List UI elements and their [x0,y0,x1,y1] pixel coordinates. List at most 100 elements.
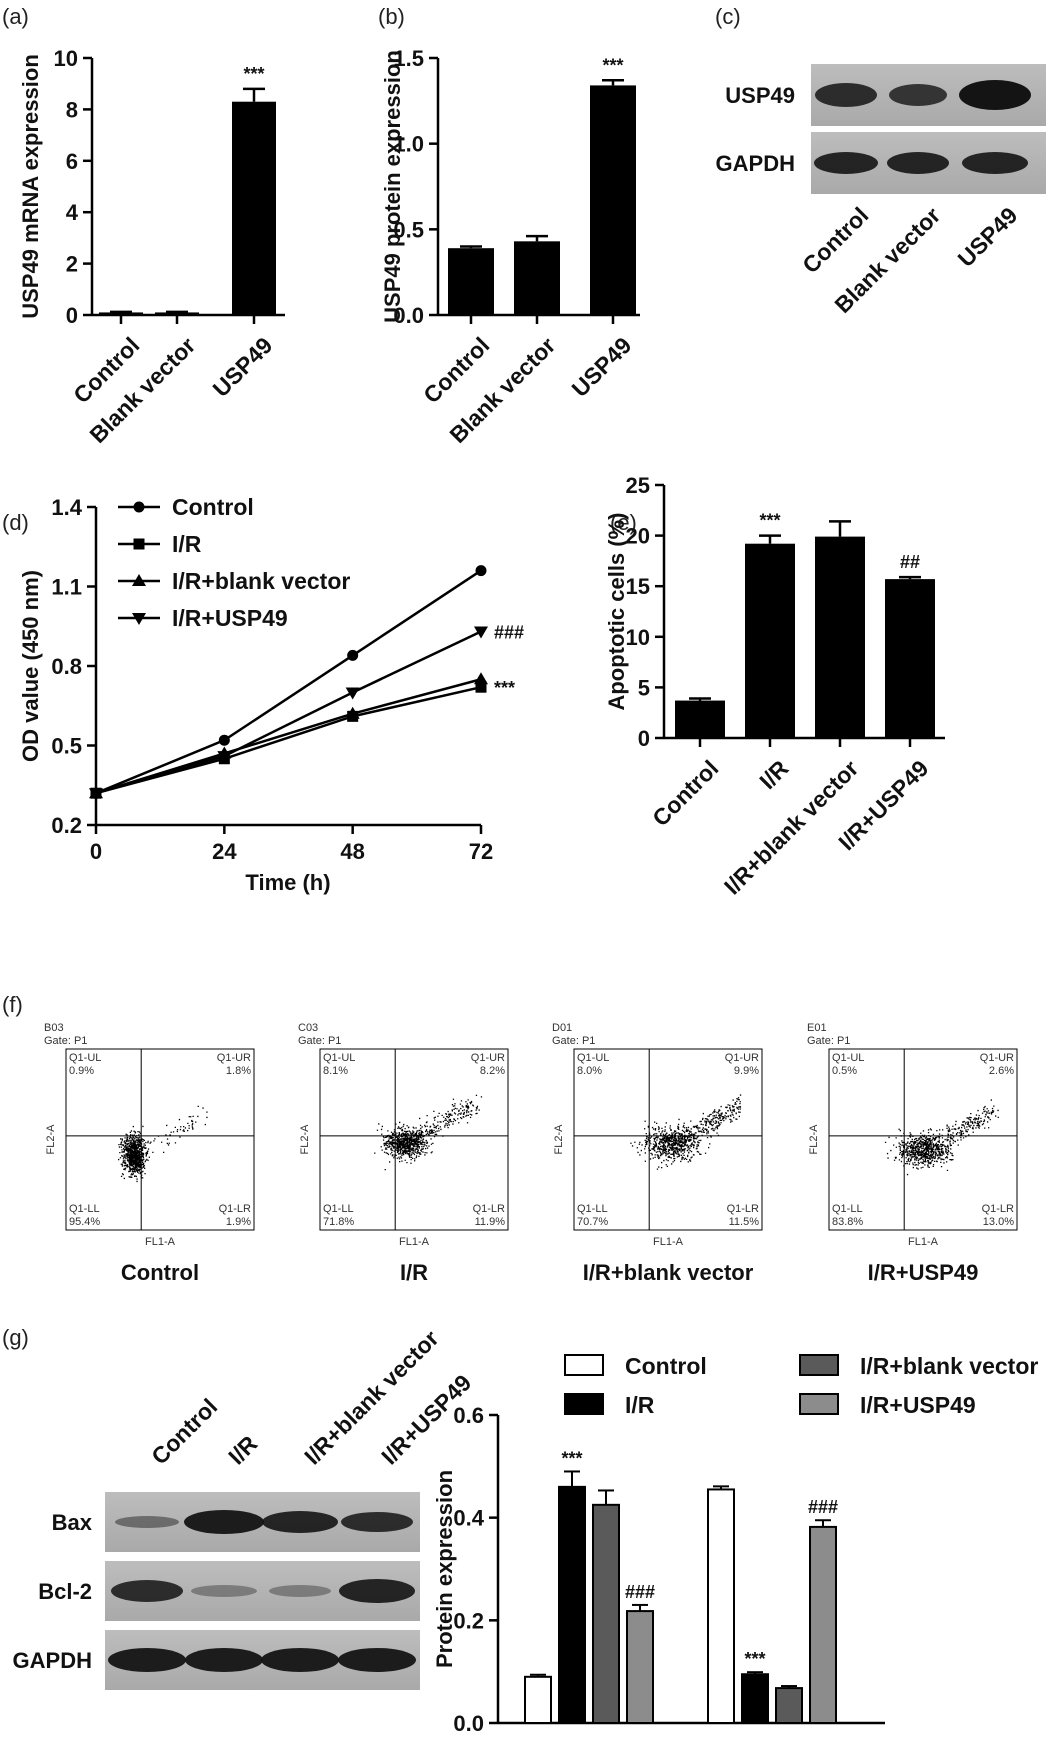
chart-e-y-tick-label: 5 [638,675,650,700]
chart-d-legend-marker [132,613,146,625]
chart-g-y-axis-title: Protein expression [432,1470,457,1668]
chart-d-data-point [345,687,360,700]
chart-d-y-tick-label: 1.1 [51,575,82,600]
flow-scatter-dots [374,1094,483,1171]
flow-gate-label: Gate: P1 [552,1035,595,1047]
panel-label-g: (g) [2,1325,29,1350]
blot-g-band [185,1648,263,1672]
blot-g-band [111,1580,183,1602]
chart-b-category-label: USP49 [566,332,636,402]
chart-g-y-tick-label: 0.0 [453,1711,484,1733]
chart-d-x-tick-label: 0 [90,839,102,864]
flow-gate-label: Gate: P1 [807,1035,850,1047]
flow-gate-label: Gate: P1 [298,1035,341,1047]
chart-e-y-tick-label: 25 [626,473,650,498]
chart-b-y-tick-label: 0.5 [393,217,424,242]
blot-c-lane-label: USP49 [952,202,1022,272]
chart-g-y-tick-label: 0.6 [453,1403,484,1428]
chart-e-y-tick-label: 20 [626,524,650,549]
chart-e-bar [885,579,935,738]
chart-e-significance-label: *** [759,511,780,531]
blot-g-band [261,1648,339,1672]
blot-c-row-label: USP49 [725,83,795,108]
chart-d-legend-marker [133,501,145,513]
chart-b-bar [514,241,560,315]
chart-d-x-axis-title: Time (h) [245,870,330,895]
chart-d-y-axis-title: OD value (450 nm) [18,570,43,762]
blot-g-band [108,1648,186,1672]
blot-g-lane-label: I/R [223,1430,262,1469]
chart-g-bar [592,1503,620,1725]
flow-quadrant-ll-value: 70.7% [577,1216,608,1228]
flow-quadrant-ll-value: 71.8% [323,1216,354,1228]
chart-d-data-point [474,626,488,639]
chart-a-bar [155,312,199,315]
chart-g-y-tick-label: 0.2 [453,1608,484,1633]
chart-g-legend-swatch [564,1354,604,1376]
panel-label-f: (f) [2,992,23,1017]
chart-d-y-tick-label: 0.2 [51,813,82,838]
flow-sample-id: B03 [44,1022,64,1034]
chart-g-legend-swatch [564,1393,604,1415]
chart-a-y-tick-label: 10 [54,46,78,71]
flow-quadrant-ur-value: 1.8% [226,1065,251,1077]
panel-label-d: (d) [2,510,29,535]
flow-scatter-dots [884,1099,999,1176]
chart-d-y-tick-label: 0.8 [51,654,82,679]
chart-d-data-point [475,681,487,693]
chart-a-y-tick-label: 2 [66,252,78,277]
flow-sample-id: E01 [807,1022,827,1034]
chart-g-y-tick-label: 0.4 [453,1506,484,1531]
flow-x-axis-label: FL1-A [908,1236,939,1248]
blot-g-band [191,1585,257,1597]
flow-quadrant-ur-name: Q1-UR [980,1052,1014,1064]
flow-x-axis-label: FL1-A [145,1236,176,1248]
flow-quadrant-ll-value: 95.4% [69,1216,100,1228]
flow-quadrant-ur-value: 2.6% [989,1065,1014,1077]
blot-c-band [962,152,1028,174]
chart-e-y-tick-label: 0 [638,726,650,751]
chart-d-legend-label: Control [172,494,254,520]
blot-c-band [959,80,1031,110]
chart-g-significance-label: *** [561,1448,582,1468]
chart-e-apoptotic-cells: 0 5 10 15 20 25 Apoptotic cells (%) Control *** I… [604,473,945,900]
flow-quadrant-ul-value: 8.1% [323,1065,348,1077]
chart-b-y-axis-title: USP49 protein expression [380,50,405,323]
flow-quadrant-ll-name: Q1-LL [323,1203,354,1215]
blot-g-band [262,1511,338,1533]
flow-x-axis-label: FL1-A [653,1236,684,1248]
chart-d-series-line [95,678,482,795]
chart-b-significance-label: *** [602,55,623,75]
flow-y-axis-label: FL2-A [808,1124,820,1155]
chart-a-category-label: USP49 [207,332,277,402]
chart-d-data-point [218,734,230,746]
chart-g-bar [809,1525,837,1724]
flow-quadrant-ul-name: Q1-UL [577,1052,609,1064]
chart-b-y-tick-label: 1.5 [393,46,424,71]
flow-quadrant-ul-value: 0.5% [832,1065,857,1077]
chart-g-bar [775,1687,803,1725]
flow-quadrant-ll-name: Q1-LL [69,1203,100,1215]
flow-quadrant-ul-name: Q1-UL [69,1052,101,1064]
chart-d-significance-label: ### [494,623,524,643]
chart-d-data-point [345,706,360,719]
flow-sample-id: C03 [298,1022,318,1034]
blot-g-row-label: Bcl-2 [38,1579,92,1604]
chart-e-bar [675,700,725,738]
flow-quadrant-lr-name: Q1-LR [982,1203,1014,1215]
flow-quadrant-lr-name: Q1-LR [727,1203,759,1215]
flow-quadrant-ul-name: Q1-UL [832,1052,864,1064]
flow-y-axis-label: FL2-A [299,1124,311,1155]
chart-d-legend-label: I/R [172,531,202,557]
blot-g-lane-label: I/R+blank vector [299,1325,444,1470]
chart-a-y-tick-label: 8 [66,97,78,122]
blot-c-row-label: GAPDH [716,151,795,176]
chart-g-legend-swatch [799,1354,839,1376]
chart-g-legend-swatch [799,1393,839,1415]
chart-g-bar [707,1488,735,1725]
blot-g-row-label: GAPDH [13,1648,92,1673]
